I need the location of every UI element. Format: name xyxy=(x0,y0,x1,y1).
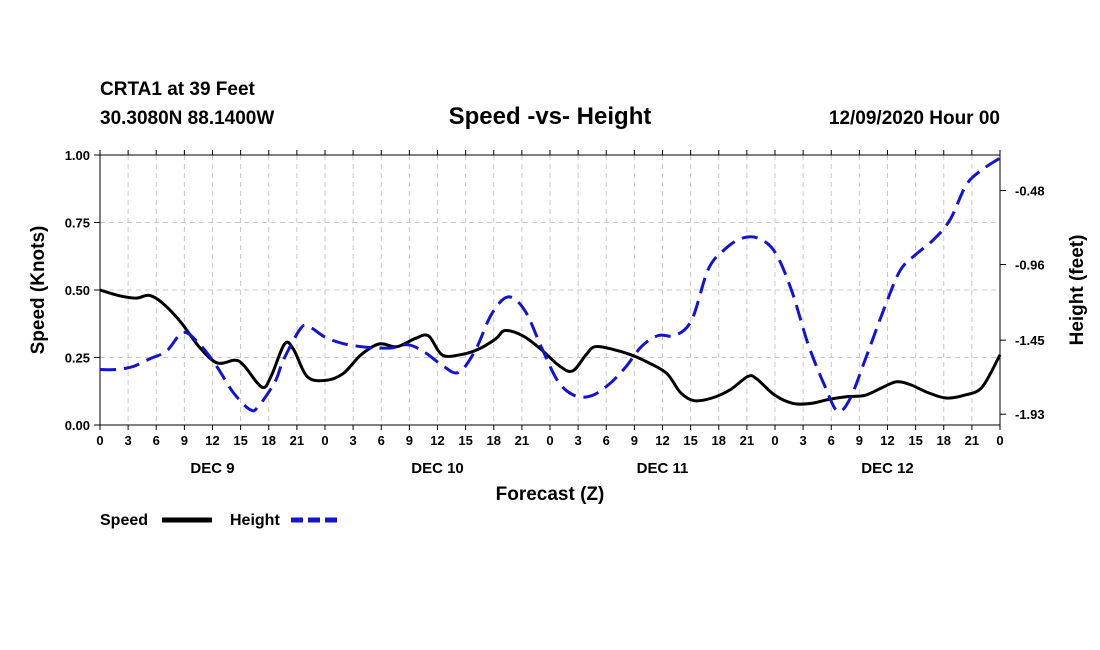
y-left-tick-label: 0.25 xyxy=(65,351,90,366)
legend-height-label: Height xyxy=(230,512,280,529)
x-tick-label: 21 xyxy=(515,433,529,448)
day-label: DEC 12 xyxy=(861,460,914,477)
x-tick-label: 6 xyxy=(828,433,835,448)
x-tick-label: 9 xyxy=(856,433,863,448)
x-tick-label: 12 xyxy=(430,433,444,448)
y-right-tick-label: -0.96 xyxy=(1015,258,1045,273)
x-tick-label: 3 xyxy=(575,433,582,448)
chart-title: Speed -vs- Height xyxy=(449,103,652,130)
y-left-tick-label: 0.50 xyxy=(65,283,90,298)
x-tick-label: 15 xyxy=(233,433,247,448)
x-tick-label: 12 xyxy=(205,433,219,448)
x-tick-label: 21 xyxy=(965,433,979,448)
x-tick-label: 15 xyxy=(683,433,697,448)
x-axis-label: Forecast (Z) xyxy=(496,484,605,505)
grid xyxy=(100,155,1000,425)
x-tick-label: 18 xyxy=(262,433,276,448)
series-group xyxy=(99,156,1002,414)
x-tick-label: 9 xyxy=(631,433,638,448)
y-left-tick-label: 0.75 xyxy=(65,216,90,231)
x-tick-label: 12 xyxy=(655,433,669,448)
day-label: DEC 9 xyxy=(190,460,234,477)
axes: 0 3 6 9 12 15 18 21 0 3 6 9 12 15 18 21 0 3 6 9 12 15 18 21 0 3 6 9… xyxy=(65,148,1045,477)
x-tick-label: 18 xyxy=(712,433,726,448)
x-tick-label: 3 xyxy=(800,433,807,448)
x-tick-label: 15 xyxy=(458,433,472,448)
forecast-date: 12/09/2020 Hour 00 xyxy=(829,108,1000,129)
x-tick-label: 12 xyxy=(880,433,894,448)
x-tick-label: 6 xyxy=(153,433,160,448)
legend: Speed Height xyxy=(100,512,342,529)
x-tick-label: 6 xyxy=(603,433,610,448)
x-tick-label: 21 xyxy=(740,433,754,448)
y-axis-left-label: Speed (Knots) xyxy=(28,226,49,355)
x-tick-label: 3 xyxy=(350,433,357,448)
x-tick-label: 0 xyxy=(96,433,103,448)
y-right-tick-label: -1.93 xyxy=(1015,407,1045,422)
x-tick-label: 18 xyxy=(937,433,951,448)
y-right-tick-label: -0.48 xyxy=(1015,183,1045,198)
x-tick-label: 0 xyxy=(996,433,1003,448)
day-label: DEC 10 xyxy=(411,460,464,477)
x-tick-label: 0 xyxy=(321,433,328,448)
x-tick-label: 18 xyxy=(487,433,501,448)
x-tick-label: 21 xyxy=(290,433,304,448)
x-tick-label: 3 xyxy=(125,433,132,448)
x-tick-label: 15 xyxy=(908,433,922,448)
y-left-tick-label: 0.00 xyxy=(65,418,90,433)
x-tick-label: 0 xyxy=(771,433,778,448)
series-line-height xyxy=(99,156,1001,414)
x-tick-label: 0 xyxy=(546,433,553,448)
station-coords: 30.3080N 88.1400W xyxy=(100,108,274,129)
x-tick-label: 9 xyxy=(406,433,413,448)
x-tick-label: 6 xyxy=(378,433,385,448)
x-tick-label: 9 xyxy=(181,433,188,448)
station-name: CRTA1 at 39 Feet xyxy=(100,79,256,100)
legend-speed-label: Speed xyxy=(100,512,148,529)
y-right-tick-label: -1.45 xyxy=(1015,333,1045,348)
y-left-tick-label: 1.00 xyxy=(65,148,90,163)
day-label: DEC 11 xyxy=(637,460,689,477)
y-axis-right-label: Height (feet) xyxy=(1067,235,1088,346)
